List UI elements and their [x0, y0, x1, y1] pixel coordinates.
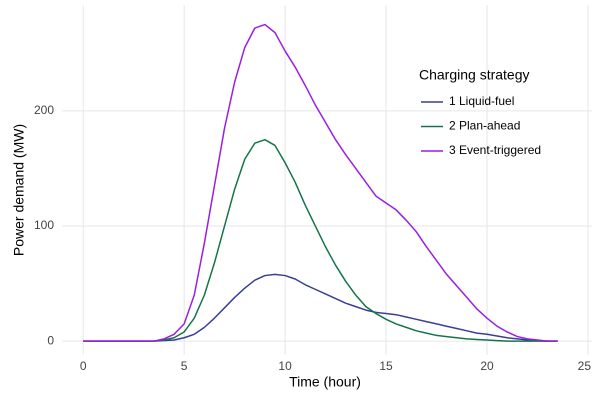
x-tick-label: 10	[278, 359, 292, 373]
series-line	[83, 273, 558, 342]
x-tick-label: 15	[379, 359, 393, 373]
x-tick-label: 20	[480, 359, 494, 373]
y-axis-title: Power demand (MW)	[11, 124, 27, 256]
legend-title: Charging strategy	[419, 67, 530, 83]
legend-label: 2 Plan-ahead	[449, 119, 520, 133]
x-tick-label: 5	[181, 359, 188, 373]
y-tick-label: 0	[47, 333, 54, 347]
legend-label: 1 Liquid-fuel	[449, 94, 514, 108]
legend-label: 3 Event-triggered	[449, 143, 541, 157]
y-tick-label: 200	[34, 103, 54, 117]
x-tick-label: 25	[578, 359, 592, 373]
y-tick-label: 100	[34, 218, 54, 232]
x-axis-title: Time (hour)	[289, 374, 361, 390]
series-line	[83, 23, 558, 342]
x-tick-label: 0	[80, 359, 87, 373]
series-line	[83, 138, 558, 342]
